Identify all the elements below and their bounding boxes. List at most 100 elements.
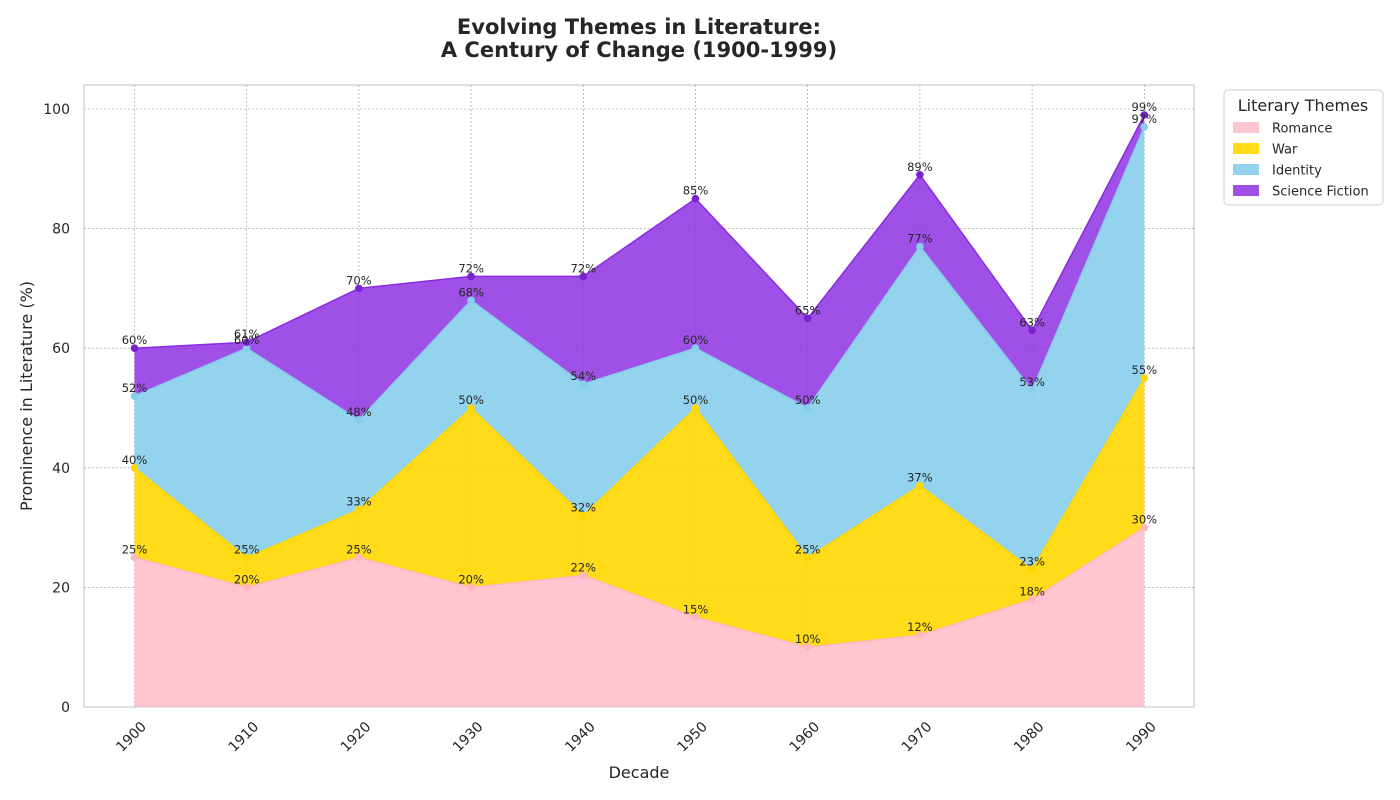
point-science-fiction	[1140, 111, 1149, 119]
data-label-science-fiction: 60%	[122, 333, 148, 347]
data-label-identity: 50%	[795, 393, 821, 407]
line-identity	[134, 126, 1145, 421]
point-identity	[130, 392, 139, 400]
point-war	[1028, 565, 1036, 574]
area-layers	[134, 115, 1145, 707]
x-axis-ticks: 1900 1910 1920 1930 1940 1950 1960 1970 1980 1990	[113, 719, 1159, 756]
point-war	[916, 481, 924, 490]
data-label-identity: 97%	[1132, 112, 1158, 126]
point-science-fiction	[242, 338, 251, 347]
data-label-identity: 68%	[458, 285, 484, 299]
point-identity	[355, 416, 363, 424]
point-war	[467, 404, 475, 412]
legend: Literary Themes Romance War Identity Scienc…	[1223, 89, 1384, 206]
point-war	[579, 511, 588, 520]
point-war	[691, 404, 700, 412]
point-war	[355, 505, 363, 514]
point-science-fiction	[579, 272, 588, 281]
point-science-fiction	[355, 284, 363, 293]
legend-swatch-identity	[1233, 164, 1259, 175]
y-axis-label: Prominence in Literature (%)	[17, 281, 36, 511]
x-tick-label: 1980	[1011, 719, 1048, 756]
data-label-romance: 20%	[458, 572, 484, 586]
x-tick-label: 1930	[450, 719, 487, 756]
point-science-fiction	[916, 170, 924, 179]
data-label-science-fiction: 89%	[907, 160, 933, 174]
point-science-fiction	[691, 194, 700, 203]
point-science-fiction	[803, 314, 812, 323]
area-romance	[134, 527, 1145, 707]
legend-swatch-science-fiction	[1233, 185, 1259, 196]
data-label-romance: 10%	[795, 632, 821, 646]
data-label-romance: 15%	[683, 602, 709, 616]
line-science-fiction	[134, 114, 1145, 349]
x-tick-label: 1910	[226, 719, 263, 756]
data-label-war: 55%	[1132, 363, 1158, 377]
data-label-identity: 54%	[571, 369, 597, 383]
point-romance	[579, 571, 588, 580]
legend-label-war: War	[1272, 143, 1298, 158]
data-label-war: 40%	[122, 453, 148, 467]
point-romance	[1140, 523, 1149, 532]
point-war	[1140, 374, 1149, 382]
legend-label-identity: Identity	[1272, 164, 1322, 179]
data-label-science-fiction: 65%	[795, 303, 821, 317]
data-label-romance: 25%	[122, 543, 148, 557]
point-identity	[916, 242, 924, 251]
point-identity	[1028, 386, 1036, 394]
data-label-war: 25%	[795, 543, 821, 557]
legend-swatch-romance	[1233, 122, 1259, 133]
data-label-science-fiction: 72%	[458, 261, 484, 275]
point-war	[803, 553, 812, 562]
line-romance	[134, 526, 1145, 648]
legend-label-romance: Romance	[1272, 122, 1332, 137]
data-label-science-fiction: 85%	[683, 184, 709, 198]
y-tick-label: 100	[43, 102, 70, 118]
data-label-war: 33%	[346, 495, 372, 509]
x-tick-label: 1920	[338, 719, 375, 756]
point-identity	[803, 404, 812, 412]
point-war	[130, 464, 139, 472]
point-identity	[242, 344, 251, 353]
legend-box	[1223, 89, 1384, 206]
data-label-war: 50%	[458, 393, 484, 407]
point-war	[242, 553, 251, 562]
legend-swatch-war	[1233, 143, 1259, 154]
point-romance	[691, 613, 700, 622]
legend-title: Literary Themes	[1238, 96, 1369, 115]
data-label-science-fiction: 63%	[1019, 315, 1045, 329]
data-label-identity: 60%	[683, 333, 709, 347]
y-axis-ticks: 0 20 40 60 80 100	[43, 102, 70, 716]
chart-title-line2: A Century of Change (1900-1999)	[441, 38, 837, 62]
area-war	[134, 378, 1145, 648]
data-label-identity: 60%	[234, 333, 260, 347]
data-label-romance: 30%	[1132, 513, 1158, 527]
data-label-identity: 52%	[122, 381, 148, 395]
data-label-science-fiction: 61%	[234, 327, 260, 341]
data-label-war: 37%	[907, 471, 933, 485]
data-labels: 25% 20% 25% 20% 22% 15% 10% 12% 18% 30% 40% 25% 33% 5…	[122, 100, 1157, 646]
point-science-fiction	[1028, 326, 1036, 335]
point-romance	[916, 631, 924, 640]
x-tick-label: 1900	[113, 719, 150, 756]
area-identity	[134, 126, 1145, 570]
data-label-war: 23%	[1019, 554, 1045, 568]
chart-title-line1: Evolving Themes in Literature:	[457, 15, 821, 39]
data-label-science-fiction: 99%	[1132, 100, 1158, 114]
series-points	[130, 111, 1149, 651]
data-label-romance: 25%	[346, 543, 372, 557]
data-label-identity: 53%	[1019, 375, 1045, 389]
y-tick-label: 40	[52, 461, 70, 477]
legend-label-science-fiction: Science Fiction	[1272, 185, 1369, 200]
area-science-fiction	[134, 115, 1145, 420]
y-tick-label: 0	[61, 700, 70, 716]
point-science-fiction	[130, 344, 139, 353]
data-label-romance: 22%	[571, 560, 597, 574]
x-axis-label: Decade	[609, 763, 670, 782]
data-label-war: 32%	[571, 501, 597, 515]
point-science-fiction	[467, 272, 475, 281]
data-label-identity: 77%	[907, 232, 933, 246]
point-romance	[467, 583, 475, 592]
point-identity	[467, 296, 475, 305]
